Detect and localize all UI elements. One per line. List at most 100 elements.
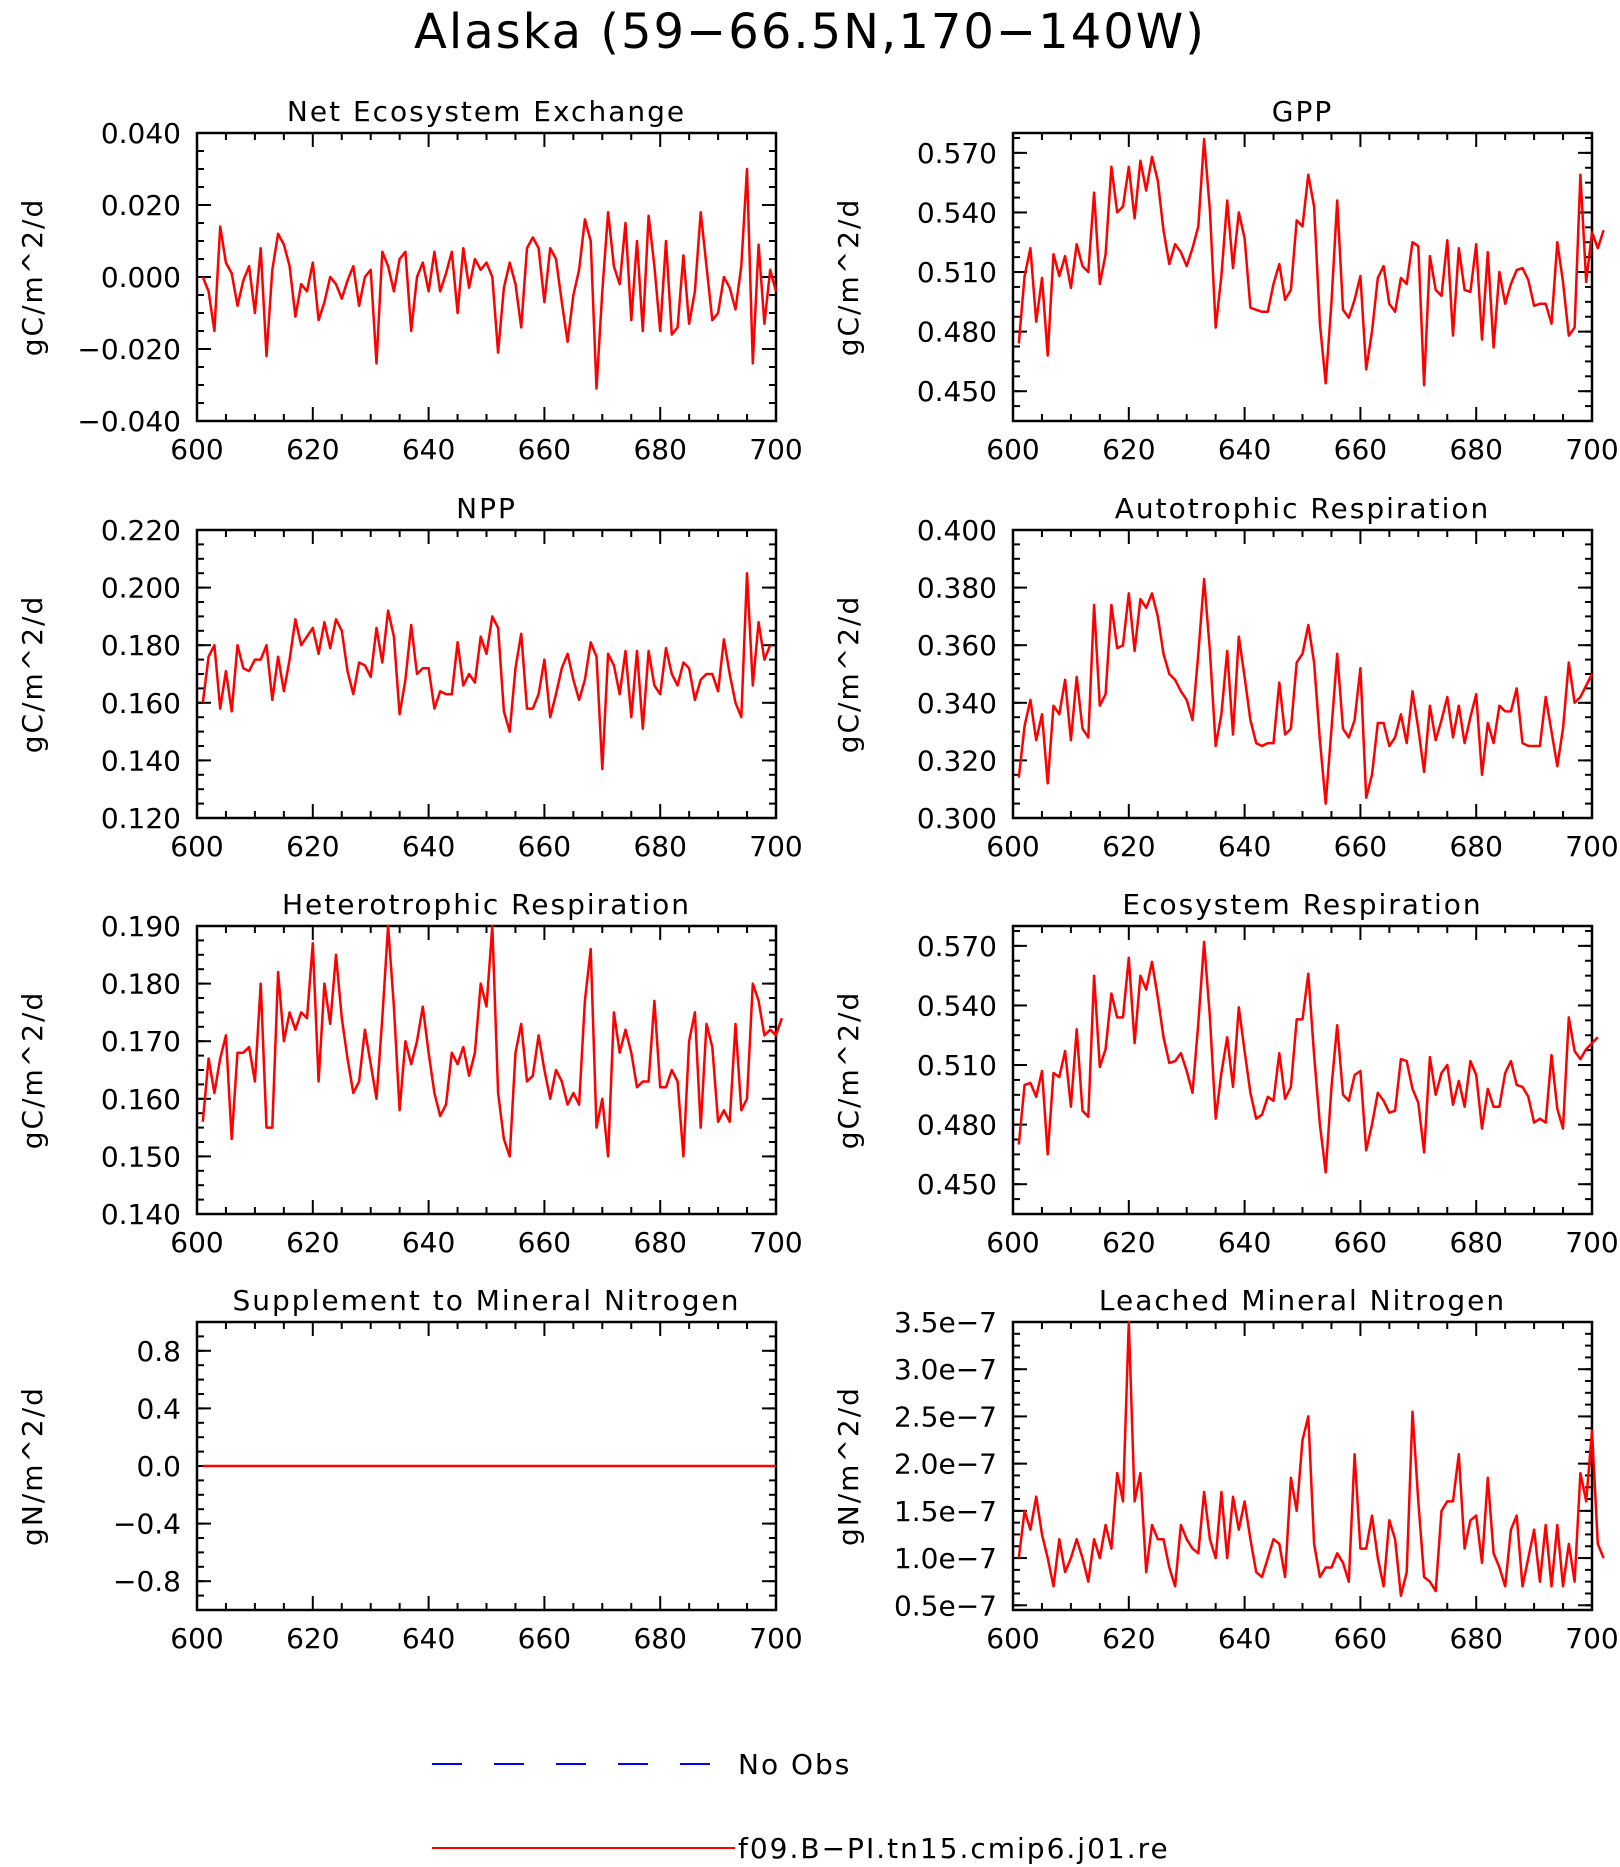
y-tick-label: 0.450 bbox=[917, 375, 997, 408]
y-tick-label: 0.160 bbox=[101, 687, 181, 720]
x-tick-label: 640 bbox=[1218, 1226, 1271, 1259]
y-tick-label: 0.480 bbox=[917, 316, 997, 349]
y-tick-label: 0.340 bbox=[917, 687, 997, 720]
y-tick-label: 3.0e−7 bbox=[894, 1353, 997, 1386]
x-tick-label: 640 bbox=[402, 1622, 455, 1655]
chart-gpp: GPP gC/m^2/d 600 620 640 660 680 700 0.450 0.480 0… bbox=[832, 95, 1619, 466]
x-tick-label: 640 bbox=[1218, 1622, 1271, 1655]
x-tick-label: 660 bbox=[1334, 1622, 1387, 1655]
series-line bbox=[201, 571, 772, 771]
y-tick-label: 0.170 bbox=[101, 1025, 181, 1058]
y-tick-label: 0.160 bbox=[101, 1083, 181, 1116]
y-axis-label: gC/m^2/d bbox=[832, 991, 865, 1150]
x-tick-label: 640 bbox=[1218, 433, 1271, 466]
x-tick-label: 700 bbox=[749, 433, 802, 466]
y-tick-label: −0.4 bbox=[113, 1508, 181, 1541]
x-tick-label: 640 bbox=[402, 433, 455, 466]
y-tick-label: 0.360 bbox=[917, 629, 997, 662]
chart-title: Heterotrophic Respiration bbox=[282, 888, 691, 921]
chart-title: Supplement to Mineral Nitrogen bbox=[233, 1284, 741, 1317]
x-tick-label: 660 bbox=[518, 1622, 571, 1655]
y-tick-label: 0.8 bbox=[136, 1335, 181, 1368]
chart-ecosystem-respiration: Ecosystem Respiration gC/m^2/d 600 620 640 66… bbox=[832, 888, 1619, 1259]
x-tick-label: 660 bbox=[518, 1226, 571, 1259]
series-line bbox=[1017, 577, 1594, 805]
y-tick-label: 0.4 bbox=[136, 1392, 181, 1425]
y-tick-label: 3.5e−7 bbox=[894, 1306, 997, 1339]
x-tick-label: 660 bbox=[518, 433, 571, 466]
y-tick-label: 0.510 bbox=[917, 256, 997, 289]
x-tick-label: 600 bbox=[986, 433, 1039, 466]
x-tick-label: 620 bbox=[286, 1226, 339, 1259]
y-tick-label: 0.400 bbox=[917, 514, 997, 547]
x-tick-label: 680 bbox=[633, 1226, 686, 1259]
y-tick-label: 0.380 bbox=[917, 572, 997, 605]
chart-title: Ecosystem Respiration bbox=[1122, 888, 1482, 921]
y-tick-label: 0.320 bbox=[917, 744, 997, 777]
x-tick-label: 660 bbox=[1334, 1226, 1387, 1259]
x-tick-label: 680 bbox=[1449, 830, 1502, 863]
y-tick-label: 0.020 bbox=[101, 189, 181, 222]
chart-title: Net Ecosystem Exchange bbox=[287, 95, 686, 128]
x-tick-label: 680 bbox=[1449, 1226, 1502, 1259]
y-tick-label: 0.000 bbox=[101, 261, 181, 294]
y-tick-label: 0.150 bbox=[101, 1140, 181, 1173]
y-axis-label: gC/m^2/d bbox=[16, 198, 49, 357]
y-tick-label: 0.540 bbox=[917, 196, 997, 229]
legend-label-run: f09.B−PI.tn15.cmip6.j01.re bbox=[738, 1832, 1170, 1865]
y-tick-label: −0.040 bbox=[77, 405, 181, 438]
chart-net-ecosystem-exchange: Net Ecosystem Exchange gC/m^2/d 600 620 640 6… bbox=[16, 95, 803, 466]
x-tick-label: 700 bbox=[1565, 1226, 1618, 1259]
y-tick-label: 0.140 bbox=[101, 744, 181, 777]
y-tick-label: 0.570 bbox=[917, 930, 997, 963]
x-tick-label: 600 bbox=[170, 433, 223, 466]
y-tick-label: 0.220 bbox=[101, 514, 181, 547]
x-tick-label: 680 bbox=[633, 830, 686, 863]
x-tick-label: 700 bbox=[749, 830, 802, 863]
series-line bbox=[201, 167, 778, 390]
y-axis-label: gC/m^2/d bbox=[832, 595, 865, 754]
x-tick-label: 640 bbox=[402, 830, 455, 863]
x-tick-label: 620 bbox=[1102, 433, 1155, 466]
x-tick-label: 620 bbox=[1102, 1226, 1155, 1259]
x-tick-label: 640 bbox=[1218, 830, 1271, 863]
x-tick-label: 600 bbox=[986, 830, 1039, 863]
y-tick-label: 0.570 bbox=[917, 137, 997, 170]
x-tick-label: 600 bbox=[170, 1226, 223, 1259]
y-tick-label: 0.540 bbox=[917, 989, 997, 1022]
chart-leached-mineral-nitrogen: Leached Mineral Nitrogen gN/m^2/d 600 620 64… bbox=[832, 1284, 1619, 1655]
x-tick-label: 600 bbox=[170, 1622, 223, 1655]
y-tick-label: 0.5e−7 bbox=[894, 1589, 997, 1622]
y-tick-label: 0.180 bbox=[101, 629, 181, 662]
x-tick-label: 700 bbox=[749, 1226, 802, 1259]
y-tick-label: 0.180 bbox=[101, 968, 181, 1001]
y-tick-label: 0.190 bbox=[101, 910, 181, 943]
y-tick-label: 0.510 bbox=[917, 1049, 997, 1082]
y-tick-label: 1.5e−7 bbox=[894, 1495, 997, 1528]
x-tick-label: 620 bbox=[286, 1622, 339, 1655]
y-tick-label: 0.040 bbox=[101, 117, 181, 150]
x-tick-label: 660 bbox=[518, 830, 571, 863]
x-tick-label: 640 bbox=[402, 1226, 455, 1259]
chart-title: Autotrophic Respiration bbox=[1115, 492, 1490, 525]
x-tick-label: 680 bbox=[1449, 1622, 1502, 1655]
x-tick-label: 680 bbox=[633, 1622, 686, 1655]
y-tick-label: 0.0 bbox=[136, 1450, 181, 1483]
x-tick-label: 620 bbox=[286, 433, 339, 466]
y-axis-label: gN/m^2/d bbox=[16, 1386, 49, 1546]
series-line bbox=[1017, 940, 1599, 1174]
chart-autotrophic-respiration: Autotrophic Respiration gC/m^2/d 600 620 640… bbox=[832, 492, 1619, 863]
chart-title: Leached Mineral Nitrogen bbox=[1099, 1284, 1506, 1317]
series-line bbox=[1017, 1320, 1605, 1598]
legend-label-no-obs: No Obs bbox=[738, 1748, 851, 1781]
page-title: Alaska (59−66.5N,170−140W) bbox=[414, 4, 1206, 60]
y-tick-label: −0.8 bbox=[113, 1565, 181, 1598]
series-line bbox=[1017, 137, 1605, 387]
x-tick-label: 620 bbox=[1102, 1622, 1155, 1655]
chart-title: NPP bbox=[456, 492, 517, 525]
x-tick-label: 600 bbox=[986, 1226, 1039, 1259]
x-tick-label: 660 bbox=[1334, 433, 1387, 466]
chart-heterotrophic-respiration: Heterotrophic Respiration gC/m^2/d 600 620 6… bbox=[16, 888, 803, 1259]
